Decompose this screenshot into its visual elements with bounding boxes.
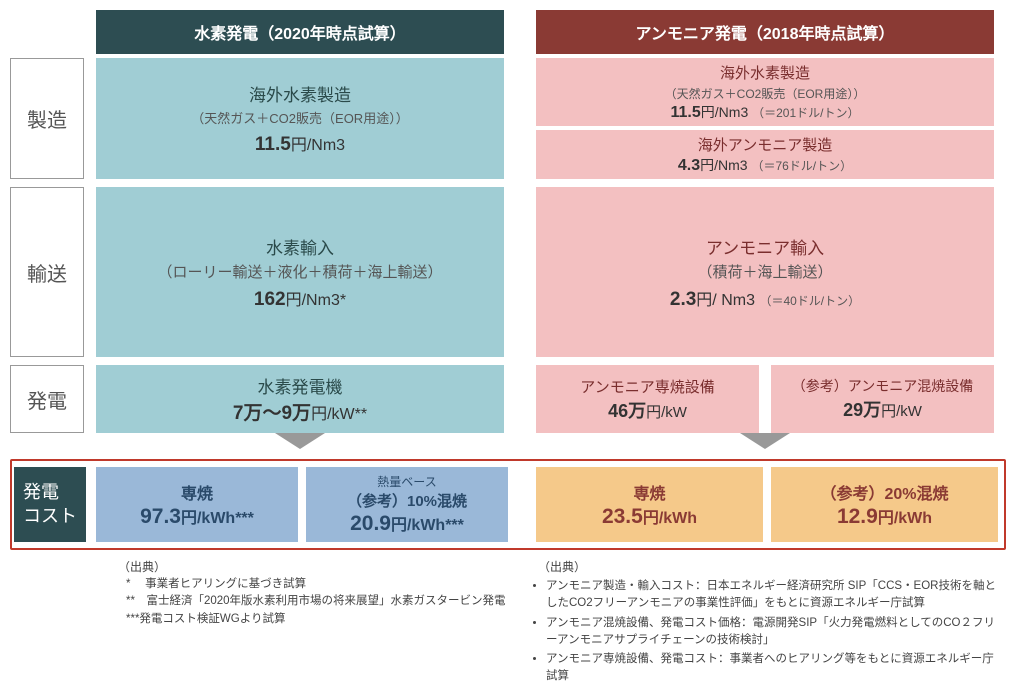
- cost-h-left: 専焼 97.3円/kWh***: [96, 467, 298, 542]
- a-trans-sub: （積荷＋海上輸送）: [697, 261, 832, 282]
- cost-h-l-t1: 専焼: [181, 480, 213, 504]
- h-manuf-title: 海外水素製造: [249, 81, 351, 106]
- notes-a-src: （出典）: [538, 558, 1000, 576]
- cost-h-r-val: 20.9円/kWh***: [350, 511, 464, 536]
- a-trans-title: アンモニア輸入: [706, 234, 824, 259]
- h-manuf-price: 11.5円/Nm3: [255, 131, 345, 156]
- cost-a-left: 専焼 23.5円/kWh: [536, 467, 763, 542]
- notes-h-src: （出典）: [118, 558, 530, 576]
- notes-a-2: アンモニア専焼設備、発電コスト：事業者へのヒアリング等をもとに資源エネルギー庁試…: [546, 651, 1000, 686]
- cost-h-l-val: 97.3円/kWh***: [140, 504, 254, 529]
- a-manuf-top-sub: （天然ガス＋CO2販売（EOR用途））: [665, 85, 866, 102]
- box-h-generation: 水素発電機 7万～9万円/kW**: [96, 365, 504, 433]
- cost-h-r-t1: （参考）10%混焼: [347, 490, 467, 511]
- a-manuf-bot-title: 海外アンモニア製造: [698, 134, 832, 155]
- a-gen-r-price: 29万円/kW: [843, 396, 922, 422]
- box-a-gen-right: （参考）アンモニア混焼設備 29万円/kW: [771, 365, 994, 433]
- cost-a-r-t1: （参考）20%混焼: [820, 480, 948, 504]
- cost-a-r-val: 12.9円/kWh: [837, 504, 932, 529]
- box-a-manuf-bottom: 海外アンモニア製造 4.3円/Nm3 （＝76ドル/トン）: [536, 130, 994, 179]
- h-manuf-sub: （天然ガス＋CO2販売（EOR用途））: [191, 108, 408, 127]
- row-label-manufacture: 製造: [10, 58, 84, 179]
- notes-ammonia: （出典） アンモニア製造・輸入コスト：日本エネルギー経済研究所 SIP「CCS・…: [530, 558, 1000, 688]
- row-label-transport: 輸送: [10, 187, 84, 357]
- h-gen-price: 7万～9万円/kW**: [233, 398, 367, 425]
- notes-h-0: * 事業者ヒアリングに基づき試算: [126, 576, 530, 593]
- cost-h-r-t0: 熱量ベース: [377, 473, 436, 490]
- notes-hydrogen: （出典） * 事業者ヒアリングに基づき試算 ** 富士経済「2020年版水素利用…: [110, 558, 530, 688]
- a-manuf-top-title: 海外水素製造: [720, 62, 810, 83]
- a-gen-r-title: （参考）アンモニア混焼設備: [792, 376, 973, 396]
- comparison-grid: 水素発電（2020年時点試算） アンモニア発電（2018年時点試算） 製造 海外…: [10, 10, 1006, 457]
- notes-h-2: ***発電コスト検証WGより試算: [126, 611, 530, 628]
- box-a-generation-wrap: アンモニア専焼設備 46万円/kW （参考）アンモニア混焼設備 29万円/kW: [530, 361, 1000, 437]
- cost-row: 発電 コスト 専焼 97.3円/kWh*** 熱量ベース （参考）10%混焼 2…: [10, 459, 1006, 550]
- a-trans-price: 2.3円/ Nm3 （＝40ドル/トン）: [670, 286, 860, 311]
- header-ammonia: アンモニア発電（2018年時点試算）: [536, 10, 994, 54]
- box-a-gen-left: アンモニア専焼設備 46万円/kW: [536, 365, 759, 433]
- cost-a-right: （参考）20%混焼 12.9円/kWh: [771, 467, 998, 542]
- h-trans-sub: （ローリー輸送＋液化＋積荷＋海上輸送）: [157, 261, 442, 282]
- a-gen-l-title: アンモニア専焼設備: [580, 376, 714, 397]
- arrow-hydrogen: [90, 437, 510, 457]
- row-label-cost: 発電 コスト: [14, 467, 86, 542]
- notes-section: （出典） * 事業者ヒアリングに基づき試算 ** 富士経済「2020年版水素利用…: [10, 558, 1006, 688]
- h-trans-price: 162円/Nm3*: [254, 286, 346, 311]
- a-gen-l-price: 46万円/kW: [608, 397, 687, 423]
- a-manuf-bot-price: 4.3円/Nm3 （＝76ドル/トン）: [678, 155, 852, 175]
- box-a-transport: アンモニア輸入 （積荷＋海上輸送） 2.3円/ Nm3 （＝40ドル/トン）: [536, 187, 994, 357]
- box-h-manufacture: 海外水素製造 （天然ガス＋CO2販売（EOR用途）） 11.5円/Nm3: [96, 58, 504, 179]
- box-a-manufacture-wrap: 海外水素製造 （天然ガス＋CO2販売（EOR用途）） 11.5円/Nm3 （＝2…: [530, 54, 1000, 183]
- row-label-generation: 発電: [10, 365, 84, 433]
- a-manuf-top-price: 11.5円/Nm3 （＝201ドル/トン）: [671, 102, 860, 122]
- notes-a-1: アンモニア混焼設備、発電コスト価格：電源開発SIP「火力発電燃料としてのCO２フ…: [546, 615, 1000, 650]
- header-hydrogen: 水素発電（2020年時点試算）: [96, 10, 504, 54]
- cost-h-right: 熱量ベース （参考）10%混焼 20.9円/kWh***: [306, 467, 508, 542]
- arrow-ammonia: [530, 437, 1000, 457]
- h-gen-title: 水素発電機: [258, 373, 343, 398]
- notes-a-0: アンモニア製造・輸入コスト：日本エネルギー経済研究所 SIP「CCS・EOR技術…: [546, 578, 1000, 613]
- box-h-transport: 水素輸入 （ローリー輸送＋液化＋積荷＋海上輸送） 162円/Nm3*: [96, 187, 504, 357]
- cost-a-l-val: 23.5円/kWh: [602, 504, 697, 529]
- box-a-manuf-top: 海外水素製造 （天然ガス＋CO2販売（EOR用途）） 11.5円/Nm3 （＝2…: [536, 58, 994, 126]
- h-trans-title: 水素輸入: [266, 234, 334, 259]
- cost-a-l-t1: 専焼: [633, 480, 665, 504]
- notes-h-1: ** 富士経済「2020年版水素利用市場の将来展望」水素ガスタービン発電: [126, 593, 530, 610]
